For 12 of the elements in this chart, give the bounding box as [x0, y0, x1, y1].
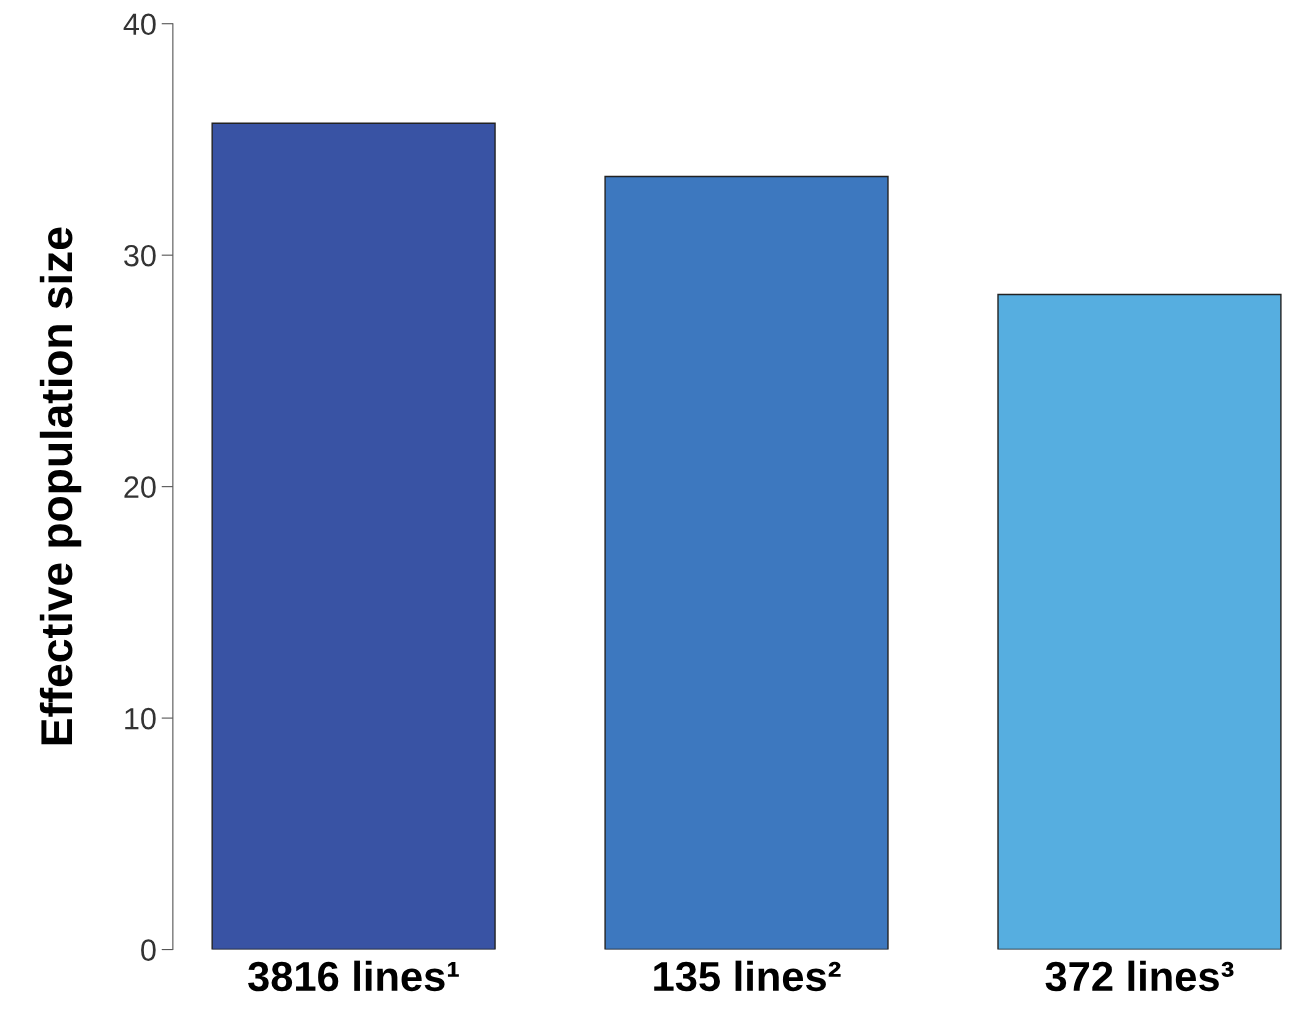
x-tick-label: 372 lines³ — [1045, 960, 1234, 992]
x-tick-label: 3816 lines¹ — [248, 960, 459, 992]
bar — [604, 175, 889, 950]
bar — [211, 122, 496, 950]
y-tick-label: 20 — [124, 476, 156, 498]
y-tick-label: 30 — [124, 244, 156, 267]
bar — [997, 293, 1282, 950]
y-tick-label: 0 — [141, 939, 156, 961]
y-axis-title: Effective population size — [39, 227, 82, 745]
x-tick-label: 135 lines² — [654, 960, 841, 992]
y-tick-label: 10 — [125, 707, 156, 730]
y-tick-label: 40 — [123, 13, 156, 36]
